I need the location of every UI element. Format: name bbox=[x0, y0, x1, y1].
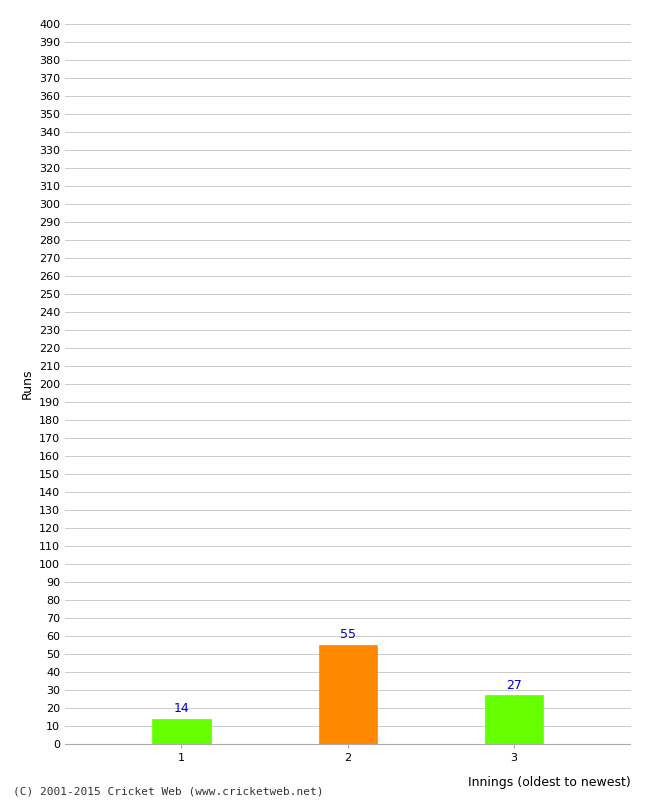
Text: 14: 14 bbox=[174, 702, 189, 715]
Text: 55: 55 bbox=[340, 628, 356, 642]
Text: 27: 27 bbox=[506, 678, 522, 692]
Bar bbox=[485, 695, 543, 744]
Text: Innings (oldest to newest): Innings (oldest to newest) bbox=[468, 776, 630, 790]
Text: (C) 2001-2015 Cricket Web (www.cricketweb.net): (C) 2001-2015 Cricket Web (www.cricketwe… bbox=[13, 786, 324, 796]
Bar bbox=[152, 718, 211, 744]
Y-axis label: Runs: Runs bbox=[20, 369, 33, 399]
Bar bbox=[318, 645, 377, 744]
